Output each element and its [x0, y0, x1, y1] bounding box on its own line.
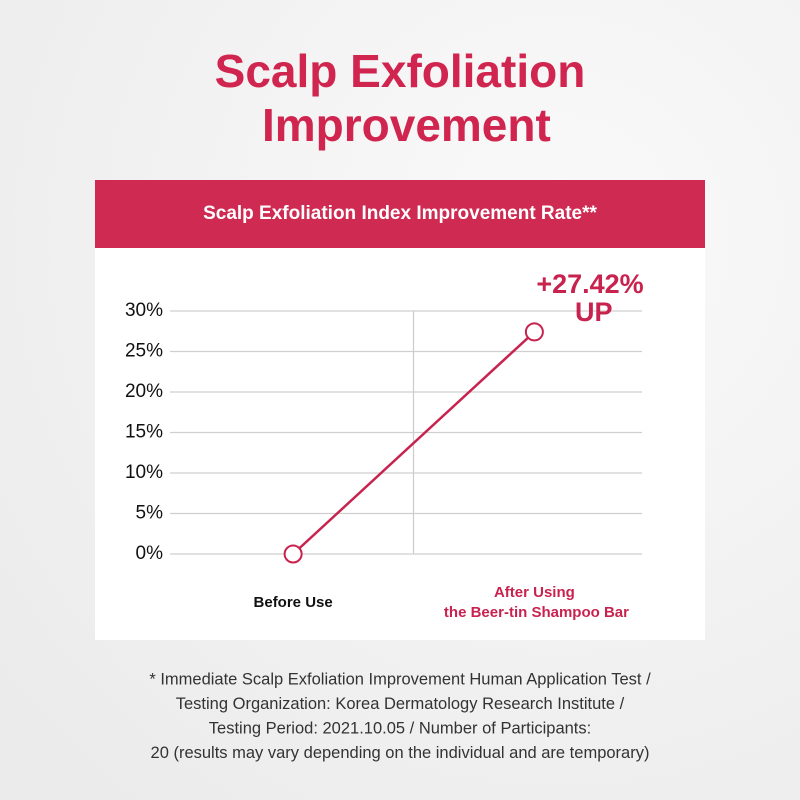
- page-title: Scalp Exfoliation Improvement: [215, 45, 586, 151]
- y-tick-label: 15%: [125, 422, 163, 443]
- footnote-line: Testing Organization: Korea Dermatology …: [176, 695, 625, 713]
- data-point: [524, 322, 544, 342]
- y-tick-label: 10%: [125, 462, 163, 483]
- y-tick-label: 25%: [125, 341, 163, 362]
- footnote-line: * Immediate Scalp Exfoliation Improvemen…: [149, 670, 651, 688]
- footnote-line: Testing Period: 2021.10.05 / Number of P…: [209, 719, 591, 737]
- card-header: [95, 180, 705, 248]
- data-point: [283, 544, 303, 564]
- y-tick-label: 5%: [136, 503, 164, 524]
- data-line: [292, 330, 536, 555]
- card: [95, 180, 705, 640]
- x-tick-label: Before Use: [254, 594, 333, 611]
- footnote-line: 20 (results may vary depending on the in…: [151, 744, 650, 762]
- y-tick-label: 30%: [125, 300, 163, 321]
- footnote: * Immediate Scalp Exfoliation Improvemen…: [149, 670, 651, 762]
- x-tick-label: After Using the Beer-tin Shampoo Bar: [440, 584, 629, 621]
- annotation: +27.42% UP: [536, 269, 643, 327]
- y-tick-label: 20%: [125, 381, 163, 402]
- y-tick-label: 0%: [136, 543, 164, 564]
- chart-title: Scalp Exfoliation Index Improvement Rate…: [203, 203, 597, 224]
